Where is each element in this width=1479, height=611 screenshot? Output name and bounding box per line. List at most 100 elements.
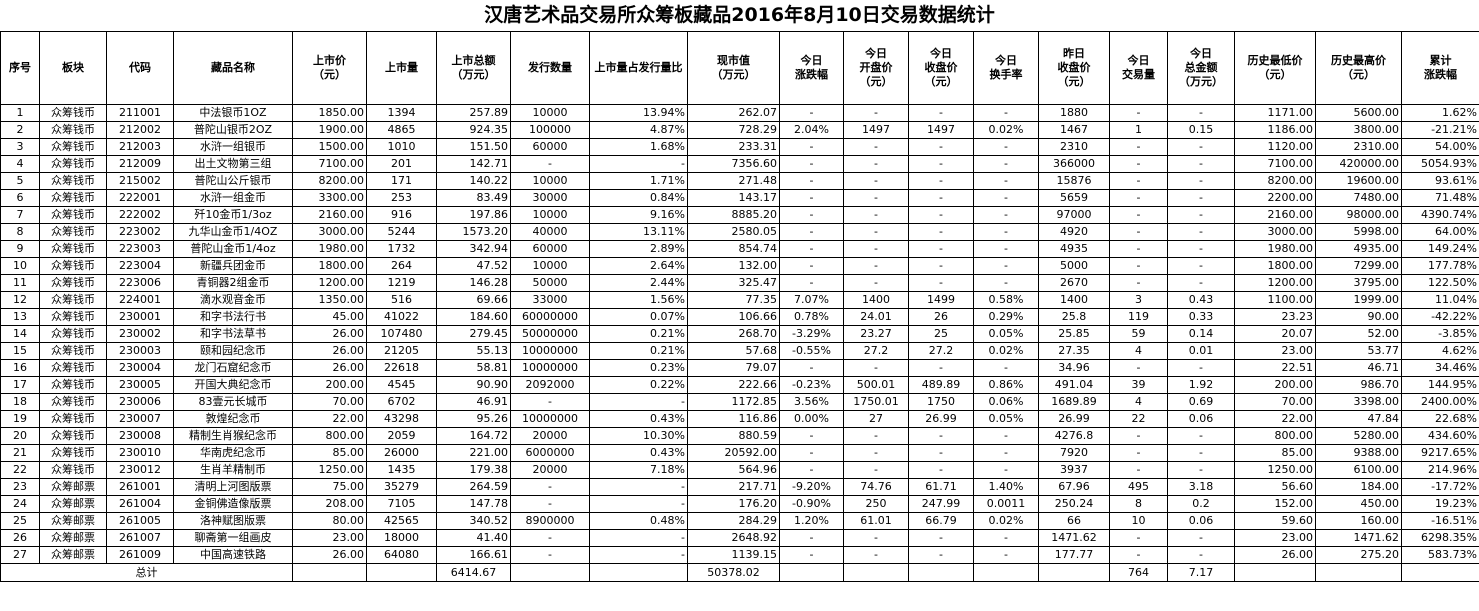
table-cell: 0.43% [589, 444, 688, 462]
table-cell: 2160.00 [292, 206, 367, 224]
table-cell: 17 [0, 376, 40, 394]
table-cell: - [779, 427, 844, 445]
column-header: 今日 涨跌幅 [779, 31, 844, 105]
table-cell: 257.89 [436, 104, 511, 122]
table-cell: 22 [1109, 410, 1168, 428]
table-cell: 142.71 [436, 155, 511, 173]
table-cell: -17.72% [1401, 478, 1479, 496]
table-cell: - [908, 223, 974, 241]
table-cell: 253 [366, 189, 437, 207]
table-cell: 0.43% [589, 410, 688, 428]
table-cell: 800.00 [292, 427, 367, 445]
table-cell: 滴水观音金币 [173, 291, 293, 309]
table-cell: - [843, 529, 909, 547]
table-cell: 132.00 [687, 257, 780, 275]
column-header: 累计 涨跌幅 [1401, 31, 1479, 105]
table-cell: 230012 [106, 461, 174, 479]
table-cell: 34.46% [1401, 359, 1479, 377]
table-cell: - [908, 155, 974, 173]
totals-label: 总计 [0, 563, 293, 582]
table-cell: 0.00% [779, 410, 844, 428]
table-cell: 74.76 [843, 478, 909, 496]
table-cell: - [973, 529, 1039, 547]
table-cell: - [779, 529, 844, 547]
table-cell: 212003 [106, 138, 174, 156]
table-cell: 27.2 [843, 342, 909, 360]
table-cell: - [779, 172, 844, 190]
table-cell: 聊斋第一组画皮 [173, 529, 293, 547]
table-cell: 1120.00 [1234, 138, 1316, 156]
table-cell: 10000 [510, 206, 590, 224]
table-cell: 青铜器2组金币 [173, 274, 293, 292]
table-cell: 4920 [1038, 223, 1110, 241]
table-cell: 1471.62 [1315, 529, 1402, 547]
table-cell: 颐和园纪念币 [173, 342, 293, 360]
table-cell: - [908, 461, 974, 479]
table-cell: 4390.74% [1401, 206, 1479, 224]
table-cell: 279.45 [436, 325, 511, 343]
table-cell: - [1167, 444, 1235, 462]
table-cell: 420000.00 [1315, 155, 1402, 173]
table-cell: 275.20 [1315, 546, 1402, 564]
table-cell: - [589, 393, 688, 411]
table-row: 25 众筹邮票 261005 洛神赋图版票 80.00 42565 340.52 890000… [0, 512, 1479, 530]
table-cell: 众筹钱币 [39, 189, 107, 207]
table-cell: 水浒一组金币 [173, 189, 293, 207]
table-cell: 龙门石窟纪念币 [173, 359, 293, 377]
table-cell: 26.00 [292, 342, 367, 360]
column-header: 上市量 [366, 31, 437, 105]
table-row: 18 众筹钱币 230006 83壹元长城币 70.00 6702 46.91- -1172.… [0, 393, 1479, 411]
table-cell: 3000.00 [292, 223, 367, 241]
table-cell: 1850.00 [292, 104, 367, 122]
table-cell: 6298.35% [1401, 529, 1479, 547]
table-cell: - [510, 529, 590, 547]
table-cell: 2.64% [589, 257, 688, 275]
table-cell: 14 [0, 325, 40, 343]
table-cell: 0.05% [973, 410, 1039, 428]
table-cell: 0.58% [973, 291, 1039, 309]
table-cell: 13.94% [589, 104, 688, 122]
table-cell: 众筹邮票 [39, 512, 107, 530]
column-header: 历史最低价 （元） [1234, 31, 1316, 105]
table-cell: 0.22% [589, 376, 688, 394]
table-cell: -16.51% [1401, 512, 1479, 530]
totals-cell [908, 563, 974, 582]
table-cell: 2.04% [779, 121, 844, 139]
table-cell: 151.50 [436, 138, 511, 156]
table-cell: 1 [0, 104, 40, 122]
table-cell: 众筹钱币 [39, 240, 107, 258]
table-cell: - [973, 223, 1039, 241]
table-cell: 1172.85 [687, 393, 780, 411]
table-cell: - [908, 359, 974, 377]
table-cell: -3.29% [779, 325, 844, 343]
table-cell: 精制生肖猴纪念币 [173, 427, 293, 445]
table-cell: 8200.00 [1234, 172, 1316, 190]
table-cell: 5659 [1038, 189, 1110, 207]
table-cell: -0.55% [779, 342, 844, 360]
table-cell: 230002 [106, 325, 174, 343]
totals-cell [292, 563, 367, 582]
table-cell: 268.70 [687, 325, 780, 343]
table-cell: - [779, 274, 844, 292]
table-cell: 8 [0, 223, 40, 241]
table-cell: 众筹钱币 [39, 291, 107, 309]
table-cell: 140.22 [436, 172, 511, 190]
column-header: 今日 交易量 [1109, 31, 1168, 105]
table-cell: 1573.20 [436, 223, 511, 241]
table-cell: - [908, 138, 974, 156]
table-cell: 261001 [106, 478, 174, 496]
table-cell: 10 [0, 257, 40, 275]
table-cell: -9.20% [779, 478, 844, 496]
table-row: 22 众筹钱币 230012 生肖羊精制币 1250.00 1435 179.38 20000… [0, 461, 1479, 479]
table-cell: 1999.00 [1315, 291, 1402, 309]
table-cell: 42565 [366, 512, 437, 530]
table-cell: 和字书法行书 [173, 308, 293, 326]
table-cell: 90.00 [1315, 308, 1402, 326]
totals-cell [1401, 563, 1479, 582]
table-cell: 众筹钱币 [39, 427, 107, 445]
table-cell: 1471.62 [1038, 529, 1110, 547]
table-cell: 15876 [1038, 172, 1110, 190]
table-cell: 众筹钱币 [39, 393, 107, 411]
table-row: 9 众筹钱币 223003 普陀山金币1/4oz 1980.00 1732 342.94 60… [0, 240, 1479, 258]
table-cell: 0.01 [1167, 342, 1235, 360]
